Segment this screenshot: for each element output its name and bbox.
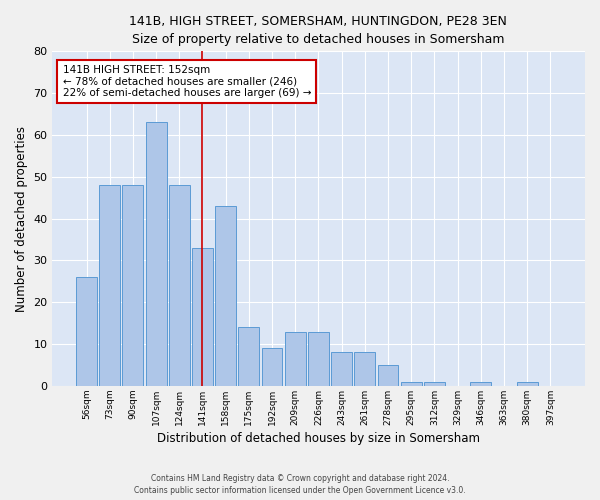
- X-axis label: Distribution of detached houses by size in Somersham: Distribution of detached houses by size …: [157, 432, 480, 445]
- Bar: [355, 352, 375, 386]
- Bar: [401, 382, 422, 386]
- Bar: [424, 382, 445, 386]
- Bar: [262, 348, 283, 386]
- Bar: [238, 328, 259, 386]
- Bar: [169, 185, 190, 386]
- Bar: [215, 206, 236, 386]
- Bar: [308, 332, 329, 386]
- Bar: [99, 185, 120, 386]
- Bar: [470, 382, 491, 386]
- Bar: [517, 382, 538, 386]
- Bar: [76, 277, 97, 386]
- Bar: [331, 352, 352, 386]
- Bar: [192, 248, 213, 386]
- Y-axis label: Number of detached properties: Number of detached properties: [15, 126, 28, 312]
- Bar: [377, 365, 398, 386]
- Bar: [285, 332, 305, 386]
- Bar: [146, 122, 167, 386]
- Text: Contains HM Land Registry data © Crown copyright and database right 2024.
Contai: Contains HM Land Registry data © Crown c…: [134, 474, 466, 495]
- Text: 141B HIGH STREET: 152sqm
← 78% of detached houses are smaller (246)
22% of semi-: 141B HIGH STREET: 152sqm ← 78% of detach…: [62, 64, 311, 98]
- Bar: [122, 185, 143, 386]
- Title: 141B, HIGH STREET, SOMERSHAM, HUNTINGDON, PE28 3EN
Size of property relative to : 141B, HIGH STREET, SOMERSHAM, HUNTINGDON…: [130, 15, 508, 46]
